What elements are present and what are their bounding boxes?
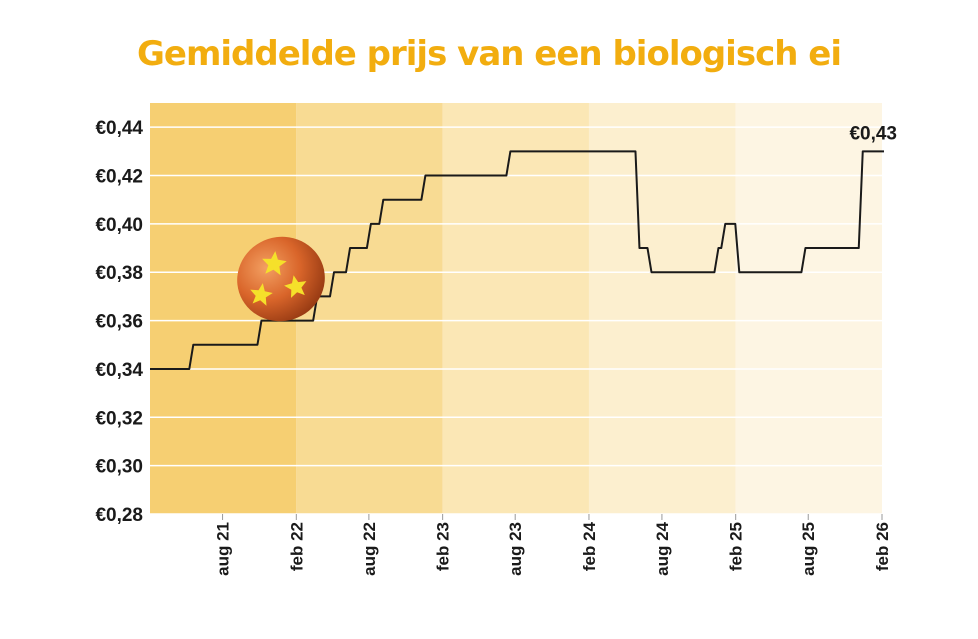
background-bands (150, 103, 882, 514)
y-tick-label: €0,38 (95, 263, 143, 284)
annotations: €0,43 (849, 123, 897, 144)
x-tick-label: aug 22 (360, 522, 379, 576)
series-line-0 (150, 150, 884, 370)
x-tick-label: feb 25 (727, 522, 746, 571)
y-tick-label: €0,36 (95, 312, 143, 333)
y-tick-label: €0,40 (95, 215, 143, 236)
y-axis-ticks: €0,28 €0,30 €0,32 €0,34 €0,36 €0,38 €0,40 €0,42… (95, 118, 143, 526)
x-tick-label: feb 26 (873, 522, 892, 571)
background-band-1 (296, 103, 443, 514)
star-icon (250, 283, 273, 306)
x-tick-label: aug 21 (214, 522, 233, 576)
y-tick-label: €0,34 (95, 360, 143, 381)
y-tick-label: €0,42 (95, 167, 143, 188)
star-icon (262, 251, 287, 276)
y-tick-label: €0,32 (95, 408, 143, 429)
background-band-2 (442, 103, 589, 514)
x-tick-label: feb 23 (434, 522, 453, 571)
chart-title: Gemiddelde prijs van een biologisch ei (137, 34, 842, 74)
egg-icon (237, 236, 325, 322)
x-axis-ticks: aug 21 feb 22 aug 22 feb 23 aug 23 feb 24 aug … (214, 514, 892, 576)
end-value-label: €0,43 (849, 123, 897, 144)
background-band-3 (588, 103, 736, 514)
y-tick-label: €0,44 (95, 118, 143, 139)
y-tick-label: €0,30 (95, 457, 143, 478)
star-icon (284, 275, 307, 298)
x-tick-label: aug 25 (799, 522, 818, 576)
x-tick-label: aug 23 (506, 522, 525, 576)
x-tick-label: feb 24 (580, 521, 599, 571)
background-band-4 (735, 103, 882, 514)
x-tick-label: feb 22 (287, 522, 306, 571)
x-tick-label: aug 24 (653, 521, 672, 575)
y-tick-label: €0,28 (95, 505, 143, 526)
price-line-series (149, 150, 884, 370)
